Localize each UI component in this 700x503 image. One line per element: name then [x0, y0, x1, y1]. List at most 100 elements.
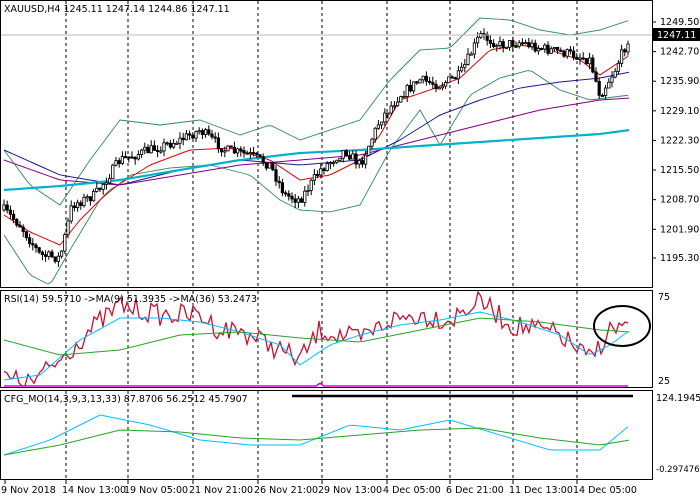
- candle-body: [197, 130, 201, 133]
- candle-body: [124, 156, 128, 159]
- candle-body: [562, 50, 566, 57]
- candle-body: [66, 220, 70, 236]
- candle-body: [597, 80, 601, 96]
- candle-body: [360, 160, 365, 165]
- cfg-lines: [3, 382, 630, 456]
- cfg-level-min: -0.297476: [656, 465, 700, 475]
- time-tick-label: 26 Nov 21:00: [254, 485, 318, 496]
- candle-body: [354, 153, 358, 165]
- candle-body: [517, 42, 521, 47]
- candle-body: [341, 150, 345, 159]
- candle-body: [187, 133, 192, 136]
- candle-body: [357, 160, 361, 165]
- candle-body: [287, 193, 291, 197]
- candle-body: [283, 192, 288, 195]
- candle-body: [347, 154, 352, 160]
- candle-body: [82, 196, 86, 206]
- candle-body: [568, 49, 573, 52]
- candle-body: [556, 47, 560, 51]
- candle-body: [549, 48, 553, 54]
- candle-body: [620, 49, 624, 64]
- candle-body: [104, 182, 108, 185]
- candle-body: [312, 174, 317, 181]
- rsi-line: [3, 290, 629, 387]
- candle-body: [373, 127, 377, 140]
- candle-body: [72, 205, 76, 208]
- candle-body: [251, 152, 256, 155]
- candle-body: [315, 174, 320, 177]
- candle-body: [395, 101, 400, 107]
- candle-body: [277, 180, 281, 184]
- time-tick-label: 19 Nov 05:00: [124, 485, 188, 496]
- candle-body: [76, 202, 80, 208]
- candle-body: [155, 150, 160, 153]
- candle-body: [415, 81, 419, 84]
- candle-body: [524, 42, 528, 45]
- candle-body: [47, 251, 51, 257]
- cfg-panel[interactable]: [0, 390, 653, 480]
- candle-body: [491, 42, 496, 47]
- candle-body: [101, 184, 105, 190]
- candle-body: [546, 44, 550, 54]
- candle-body: [178, 137, 182, 144]
- candle-body: [530, 42, 534, 48]
- candle-body: [219, 148, 224, 153]
- candle-body: [261, 156, 265, 164]
- bollinger-upper: [3, 17, 629, 206]
- candle-body: [616, 62, 621, 72]
- candle-body: [383, 112, 387, 123]
- candle-body: [34, 244, 38, 249]
- candle-body: [594, 71, 598, 82]
- candle-body: [501, 41, 505, 49]
- time-tick-label: 11 Dec 13:00: [509, 485, 573, 496]
- candle-body: [498, 41, 502, 46]
- candle-body: [165, 142, 169, 145]
- candle-body: [533, 42, 537, 52]
- candle-body: [600, 94, 605, 97]
- rsi-header: RSI(14) 59.5710 ->MA(9) 51.3935 ->MA(36)…: [4, 294, 257, 305]
- candle-body: [623, 49, 627, 53]
- candle-body: [8, 209, 12, 215]
- price-tick-label: 1201.90: [660, 224, 699, 235]
- candle-body: [514, 45, 518, 48]
- rsi-level-25: 25: [658, 376, 670, 387]
- price-tick-label: 1215.50: [660, 165, 699, 176]
- candle-body: [223, 150, 227, 153]
- main-chart-panel[interactable]: [0, 0, 653, 288]
- candle-body: [495, 45, 499, 48]
- candle-body: [258, 154, 262, 158]
- rsi-ma-fast: [3, 311, 629, 381]
- price-tick-label: 1235.90: [660, 76, 699, 87]
- candle-body: [463, 64, 467, 68]
- time-tick-label: 4 Dec 05:00: [383, 485, 441, 496]
- candle-body: [27, 237, 32, 245]
- time-tick-label: 6 Dec 21:00: [446, 485, 504, 496]
- candle-body: [335, 159, 339, 163]
- time-tick-label: 9 Nov 2018: [1, 485, 56, 496]
- bollinger-lower: [3, 70, 629, 285]
- candle-body: [319, 168, 323, 176]
- rsi-level-75: 75: [658, 292, 670, 303]
- candle-body: [303, 190, 307, 203]
- candle-body: [248, 152, 252, 155]
- candle-body: [351, 153, 355, 160]
- candle-body: [581, 57, 585, 60]
- candle-body: [552, 47, 557, 50]
- candle-body: [379, 121, 384, 126]
- candle-body: [117, 160, 121, 164]
- candle-body: [267, 162, 272, 169]
- candle-body: [367, 145, 371, 156]
- candle-body: [306, 189, 310, 192]
- price-tick-label: 1229.10: [660, 106, 699, 117]
- candle-body: [24, 231, 29, 239]
- cfg-header: CFG_MO(14,3,9,3,13,33) 87.8706 56.2512 4…: [4, 394, 248, 405]
- time-tick-label: 14 Dec 05:00: [573, 485, 637, 496]
- candle-body: [181, 137, 185, 141]
- candle-body: [133, 156, 137, 160]
- candle-body: [95, 187, 99, 192]
- candle-body: [440, 85, 445, 89]
- candle-body: [399, 96, 403, 103]
- candle-body: [450, 76, 454, 79]
- candle-body: [392, 105, 397, 108]
